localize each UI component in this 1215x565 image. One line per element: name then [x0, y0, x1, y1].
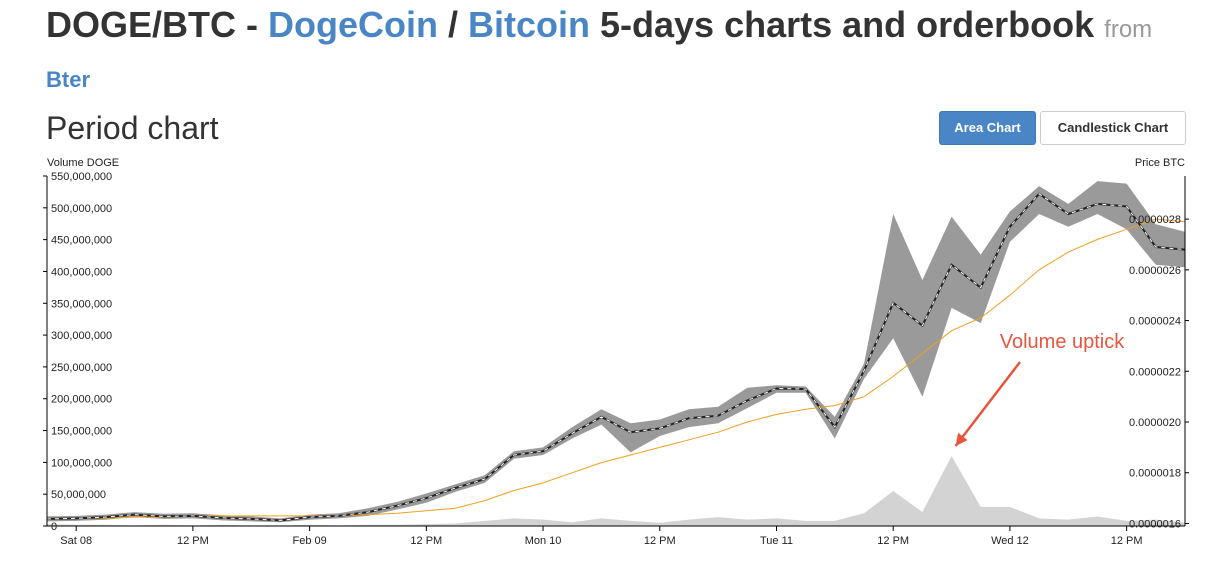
pair-name: DOGE/BTC: [46, 4, 237, 45]
left-axis-tick-label: 0: [51, 521, 57, 533]
left-axis-tick-label: 250,000,000: [51, 362, 112, 374]
volume-area: [47, 456, 1185, 526]
annotation-label: Volume uptick: [1000, 331, 1126, 353]
annotation-arrow-line: [954, 361, 1021, 447]
x-axis-tick-label: Mon 10: [525, 535, 562, 547]
moving-average-line: [47, 218, 1186, 519]
left-axis-tick-label: 550,000,000: [51, 171, 112, 183]
x-axis-tick-label: Feb 09: [292, 535, 326, 547]
left-axis-tick-label: 500,000,000: [51, 203, 112, 215]
area-chart-button[interactable]: Area Chart: [939, 111, 1036, 145]
price-range-layer: [47, 181, 1185, 523]
right-axis-tick-label: 0.0000022: [1129, 366, 1181, 378]
x-axis-tick-label: 12 PM: [410, 535, 442, 547]
price-range-band: [47, 181, 1185, 523]
right-axis-tick-label: 0.0000020: [1129, 417, 1181, 429]
left-axis-tick-label: 300,000,000: [51, 330, 112, 342]
price-line-layer: [46, 192, 1186, 522]
moving-average-layer: [47, 218, 1186, 519]
x-axis-tick-label: 12 PM: [177, 535, 209, 547]
x-axis-tick-label: 12 PM: [877, 535, 909, 547]
dogecoin-link[interactable]: DogeCoin: [268, 4, 438, 45]
volume-layer: [47, 456, 1185, 526]
left-axis-label: Volume DOGE: [47, 157, 119, 169]
left-axis-tick-label: 100,000,000: [51, 457, 112, 469]
heading-from: from: [1104, 16, 1153, 43]
heading-dash: -: [236, 4, 269, 45]
page-heading: DOGE/BTC - DogeCoin / Bitcoin 5-days cha…: [46, 2, 1166, 102]
section-title: Period chart: [46, 110, 219, 146]
left-axis-tick-label: 200,000,000: [51, 394, 112, 406]
candlestick-chart-button[interactable]: Candlestick Chart: [1040, 111, 1186, 145]
heading-rest: 5-days charts and orderbook: [590, 4, 1105, 45]
left-axis-tick-label: 150,000,000: [51, 426, 112, 438]
right-axis-tick-label: 0.0000026: [1129, 265, 1181, 277]
source-link[interactable]: Bter: [46, 67, 91, 92]
right-axis-tick-label: 0.0000028: [1129, 214, 1181, 226]
left-axis-tick-label: 450,000,000: [51, 235, 112, 247]
axes-layer: 0 50,000,000 100,000,000 150,000,000 200,000…: [43, 171, 1189, 547]
right-axis-tick-label: 0.0000018: [1129, 468, 1181, 480]
left-axis-tick-label: 400,000,000: [51, 266, 112, 278]
x-axis-tick-label: 12 PM: [1111, 535, 1143, 547]
x-axis-tick-label: Sat 08: [60, 535, 92, 547]
x-axis-tick-label: Tue 11: [760, 535, 793, 547]
right-axis-label: Price BTC: [1135, 157, 1185, 169]
annotation-layer: Volume uptick: [954, 331, 1126, 447]
price-line: [46, 192, 1186, 522]
annotation-arrow-head: [955, 432, 968, 446]
left-axis-tick-label: 50,000,000: [51, 489, 106, 501]
right-axis-tick-label: 0.0000024: [1129, 316, 1181, 328]
bitcoin-link[interactable]: Bitcoin: [468, 4, 591, 45]
heading-slash: /: [438, 4, 469, 45]
left-axis-tick-label: 350,000,000: [51, 298, 112, 310]
price-line-dash: [46, 193, 1186, 521]
x-axis-tick-label: 12 PM: [644, 535, 676, 547]
right-axis-tick-label: 0.0000016: [1129, 518, 1181, 530]
x-axis-tick-label: Wed 12: [991, 535, 1029, 547]
